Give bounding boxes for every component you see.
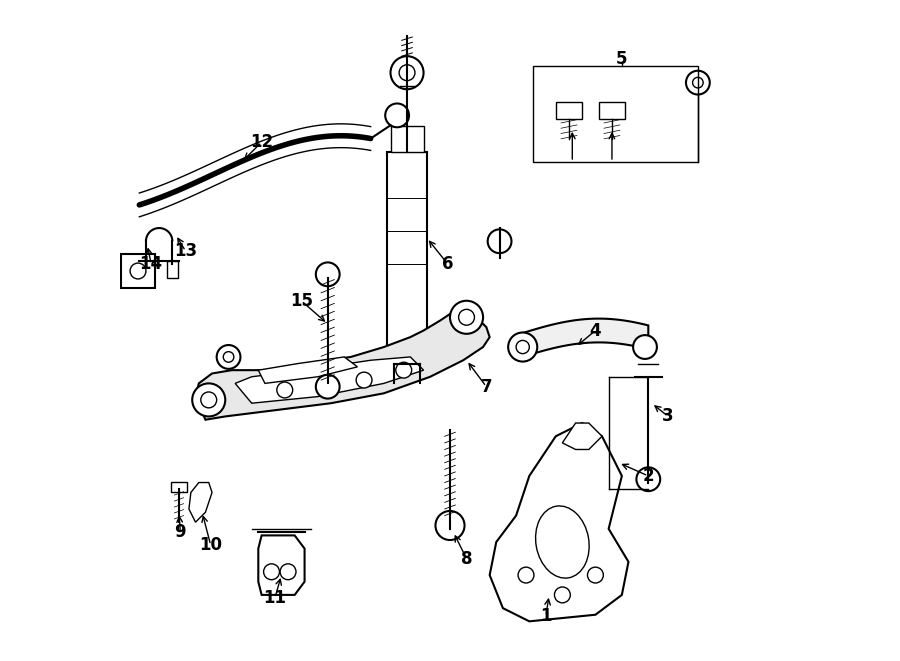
Circle shape (396, 362, 411, 378)
Polygon shape (235, 357, 424, 403)
Bar (391, 126, 424, 152)
Text: 11: 11 (264, 589, 286, 607)
Circle shape (280, 564, 296, 580)
Text: 8: 8 (461, 549, 472, 568)
Text: 2: 2 (643, 467, 654, 485)
Polygon shape (490, 423, 628, 621)
Bar (556, 102, 582, 119)
Text: 1: 1 (540, 607, 552, 625)
Polygon shape (195, 314, 490, 420)
Bar (598, 102, 625, 119)
Polygon shape (516, 319, 648, 359)
Circle shape (488, 229, 511, 253)
Text: 6: 6 (442, 255, 454, 274)
Text: 15: 15 (290, 292, 313, 310)
Circle shape (508, 332, 537, 362)
Circle shape (588, 567, 603, 583)
Circle shape (193, 383, 225, 416)
Bar (533, 66, 698, 162)
Circle shape (277, 382, 292, 398)
Bar (122, 254, 155, 288)
Bar (171, 482, 187, 492)
Circle shape (516, 340, 529, 354)
Circle shape (399, 368, 415, 383)
Circle shape (686, 71, 710, 95)
Polygon shape (562, 423, 602, 449)
Circle shape (391, 56, 424, 89)
Bar (387, 152, 427, 364)
Circle shape (264, 564, 280, 580)
Polygon shape (189, 483, 212, 522)
Circle shape (636, 467, 661, 491)
Circle shape (316, 262, 339, 286)
Polygon shape (258, 357, 357, 383)
Circle shape (633, 335, 657, 359)
Circle shape (316, 375, 339, 399)
Text: 4: 4 (590, 321, 601, 340)
Circle shape (223, 352, 234, 362)
Circle shape (450, 301, 483, 334)
Text: 10: 10 (199, 536, 222, 555)
Text: 13: 13 (174, 242, 197, 260)
Polygon shape (258, 535, 304, 595)
Text: 9: 9 (175, 523, 186, 541)
Circle shape (518, 567, 534, 583)
Circle shape (399, 65, 415, 81)
Bar (140, 261, 151, 278)
Circle shape (217, 345, 240, 369)
Circle shape (554, 587, 571, 603)
Text: 3: 3 (662, 407, 674, 426)
Circle shape (356, 372, 372, 388)
Text: 5: 5 (616, 50, 627, 69)
Circle shape (130, 263, 146, 279)
Ellipse shape (536, 506, 590, 578)
Text: 14: 14 (140, 255, 163, 274)
Circle shape (693, 77, 703, 88)
Text: 7: 7 (481, 377, 492, 396)
Circle shape (459, 309, 474, 325)
Circle shape (201, 392, 217, 408)
Circle shape (385, 104, 409, 128)
Text: 12: 12 (250, 133, 274, 151)
Circle shape (436, 511, 464, 540)
Bar (167, 261, 177, 278)
